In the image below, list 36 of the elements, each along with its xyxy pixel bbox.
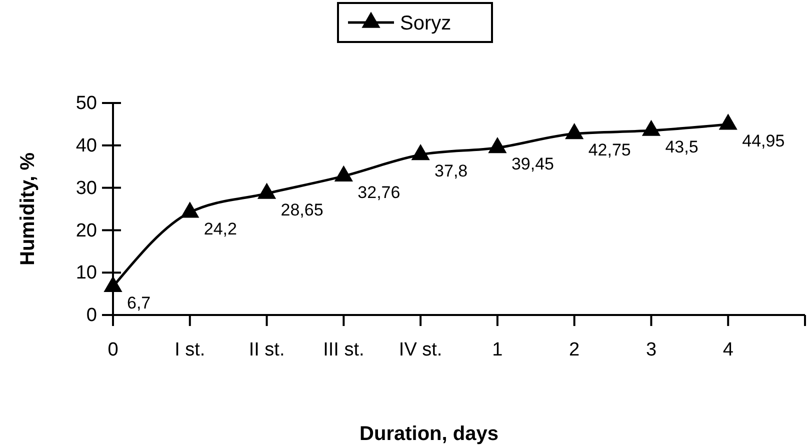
data-label: 24,2 xyxy=(204,219,237,238)
point xyxy=(642,120,661,136)
x-tick-label: 4 xyxy=(722,339,734,360)
data-label: 37,8 xyxy=(434,162,468,181)
y-tick-label: 10 xyxy=(76,262,97,284)
data-label: 32,76 xyxy=(358,183,400,202)
x-tick-label: II st. xyxy=(248,339,285,360)
y-tick-label: 30 xyxy=(76,178,97,199)
data-label: 42,75 xyxy=(588,140,631,160)
data-label: 6,7 xyxy=(127,294,151,313)
x-axis-title: Duration, days xyxy=(360,423,498,445)
x-tick-label: I st. xyxy=(174,339,206,360)
y-axis-title: Humidity, % xyxy=(17,152,39,266)
x-tick-label: 3 xyxy=(646,339,657,360)
y-tick-label: 20 xyxy=(76,220,97,242)
data-label: 44,95 xyxy=(742,131,785,150)
data-label: 39,45 xyxy=(511,154,554,174)
point xyxy=(334,165,353,182)
x-tick-label: 2 xyxy=(569,339,580,360)
y-tick-label: 40 xyxy=(76,135,97,156)
y-tick-label: 0 xyxy=(86,305,97,326)
point xyxy=(104,276,122,292)
x-tick-label: IV st. xyxy=(398,339,442,360)
data-label: 43,5 xyxy=(665,138,698,157)
data-label: 28,65 xyxy=(280,200,324,220)
point xyxy=(718,114,738,130)
x-tick-label: 0 xyxy=(108,339,118,360)
point xyxy=(257,182,276,199)
legend-label: Soryz xyxy=(400,12,452,34)
x-tick-label: 1 xyxy=(492,339,503,360)
point xyxy=(180,202,200,218)
point xyxy=(488,136,507,154)
point xyxy=(411,144,430,160)
x-tick-label: III st. xyxy=(323,339,364,360)
point xyxy=(565,122,584,140)
y-tick-label: 50 xyxy=(76,93,97,114)
